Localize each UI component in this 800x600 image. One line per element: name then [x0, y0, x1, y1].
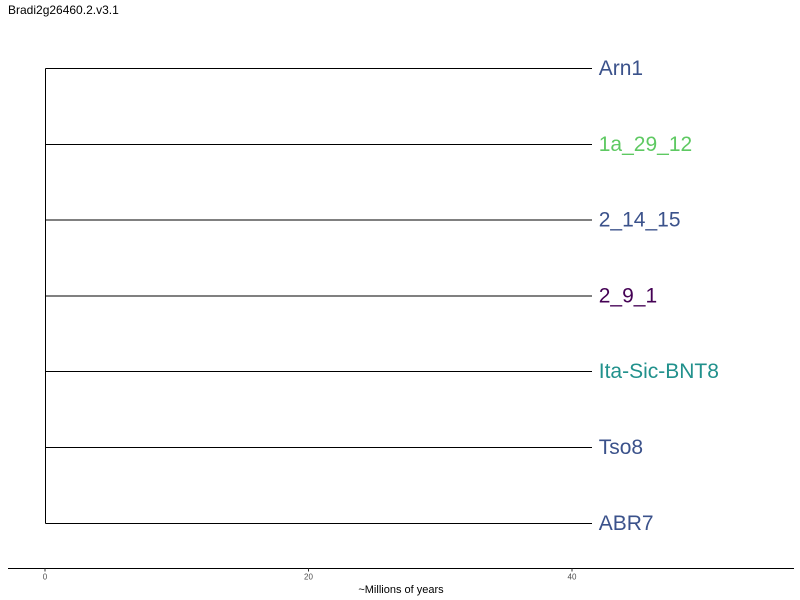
- tip-label: Ita-Sic-BNT8: [599, 360, 719, 383]
- tip-labels: Arn1 1a_29_12 2_14_15 2_9_1 Ita-Sic-BNT8 Tso8…: [599, 57, 719, 535]
- tree-branches: [45, 68, 592, 524]
- x-tick-label: 0: [43, 573, 48, 582]
- tip-label: Arn1: [599, 57, 643, 80]
- x-tick-label: 40: [568, 573, 577, 582]
- tip-label: 2_9_1: [599, 284, 657, 307]
- tip-label: 2_14_15: [599, 209, 681, 232]
- x-axis-ticks: 0 20 40: [43, 568, 577, 582]
- x-axis-title: ~Millions of years: [358, 584, 444, 596]
- tip-label: Tso8: [599, 436, 643, 459]
- x-tick-label: 20: [304, 573, 313, 582]
- plot-title: Bradi2g26460.2.v3.1: [8, 3, 119, 17]
- tip-label: ABR7: [599, 512, 654, 535]
- tip-label: 1a_29_12: [599, 133, 692, 156]
